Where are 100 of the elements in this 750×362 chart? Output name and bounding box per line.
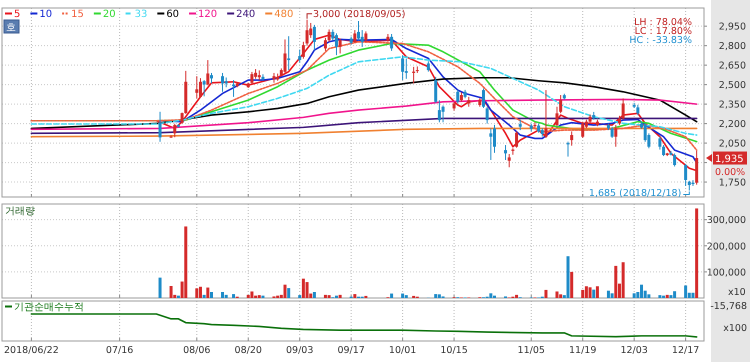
bar xyxy=(566,256,570,298)
bar xyxy=(588,287,592,298)
bar xyxy=(202,294,206,298)
bar xyxy=(221,292,224,298)
line-series xyxy=(30,56,698,136)
legend-item: 33 xyxy=(126,9,148,20)
candlestick xyxy=(202,80,206,97)
x-tick-label: 08/20 xyxy=(234,345,262,356)
candlestick xyxy=(173,123,176,138)
bar xyxy=(390,294,394,298)
bar xyxy=(622,262,625,298)
candlestick xyxy=(508,154,511,168)
text: -15,768 xyxy=(710,301,747,312)
candlestick xyxy=(312,24,316,51)
candlestick xyxy=(250,71,254,84)
bar xyxy=(250,291,254,298)
candlestick xyxy=(158,111,162,142)
candlestick xyxy=(284,38,287,74)
bar xyxy=(610,293,614,298)
bar xyxy=(287,288,290,298)
legend-item: 5 xyxy=(5,9,20,20)
bar xyxy=(258,295,261,298)
bar xyxy=(691,292,694,298)
candlestick xyxy=(206,60,210,86)
bar xyxy=(232,294,236,298)
candlestick xyxy=(232,80,236,98)
candlestick xyxy=(338,38,342,54)
candlestick xyxy=(298,49,302,64)
annotation: LC : 17.80% xyxy=(634,26,692,37)
bar xyxy=(515,294,518,298)
candlestick xyxy=(566,141,570,158)
text: 0.00% xyxy=(715,167,746,178)
y-tick-label: 200,000 xyxy=(706,241,746,252)
candlestick xyxy=(258,70,261,81)
candlestick xyxy=(588,114,592,124)
bar xyxy=(658,295,662,298)
bar xyxy=(592,290,596,298)
candlestick xyxy=(614,124,618,148)
legend-item: 240 xyxy=(227,9,256,20)
candlestick xyxy=(515,130,518,148)
y-tick-label: 2,950 xyxy=(718,22,746,33)
candlestick xyxy=(221,72,224,92)
bar xyxy=(606,290,610,298)
candlestick xyxy=(426,60,430,72)
bar xyxy=(570,272,574,298)
legend-item: 기관순매수누적 xyxy=(5,302,84,313)
y-tick-label: 300,000 xyxy=(706,215,746,226)
bar xyxy=(559,294,562,298)
y-tick-label: 2,350 xyxy=(718,100,746,111)
bar xyxy=(302,278,305,298)
candlestick xyxy=(537,123,540,134)
annotation: LH : 78.04% xyxy=(634,17,692,28)
candlestick xyxy=(482,88,485,109)
bar xyxy=(158,278,162,298)
bar xyxy=(306,282,309,298)
legend-item: 480 xyxy=(265,9,294,20)
bar xyxy=(544,290,548,298)
legend-label: 10 xyxy=(39,9,52,20)
bar xyxy=(666,294,669,298)
candlestick xyxy=(287,36,290,71)
y-tick-label: 2,800 xyxy=(718,41,746,52)
candlestick xyxy=(544,90,548,138)
bar xyxy=(353,294,356,298)
candlestick xyxy=(456,89,460,104)
candlestick xyxy=(198,78,202,98)
legend-label: 5 xyxy=(14,9,20,20)
legend-label: 480 xyxy=(274,9,294,20)
candlestick xyxy=(438,100,441,123)
x-tick-label: 2018/06/22 xyxy=(4,345,59,356)
bar xyxy=(170,286,173,298)
bar xyxy=(438,294,441,298)
legend-label: 15 xyxy=(71,9,84,20)
bar xyxy=(210,292,213,298)
bar xyxy=(684,285,688,298)
candlestick xyxy=(610,126,614,138)
candlestick xyxy=(688,180,691,192)
candlestick xyxy=(434,76,438,104)
bar xyxy=(489,293,492,298)
annotation: 호 xyxy=(6,22,16,34)
y-tick-label: 1,750 xyxy=(718,178,746,189)
candlestick xyxy=(334,32,338,56)
x-tick-label: 08/06 xyxy=(183,345,210,356)
candlestick xyxy=(460,92,463,102)
legend-label: 20 xyxy=(102,9,116,20)
bar xyxy=(328,295,331,298)
legend-label: 33 xyxy=(134,9,148,20)
x-tick-label: 09/03 xyxy=(286,345,314,356)
candlestick xyxy=(180,112,184,124)
annotation: 1,935 xyxy=(715,154,744,166)
bar xyxy=(324,294,327,298)
candlestick xyxy=(272,72,276,84)
candlestick xyxy=(401,54,404,81)
x-tick-label: 07/16 xyxy=(106,345,134,356)
bar xyxy=(596,286,599,298)
candlestick xyxy=(673,152,676,167)
legend-label: 240 xyxy=(236,9,256,20)
bar xyxy=(673,291,676,298)
legend-label: 60 xyxy=(166,9,180,20)
x-tick-label: 09/17 xyxy=(337,345,365,356)
annotation: 3,000 (2018/09/05) xyxy=(313,9,406,20)
